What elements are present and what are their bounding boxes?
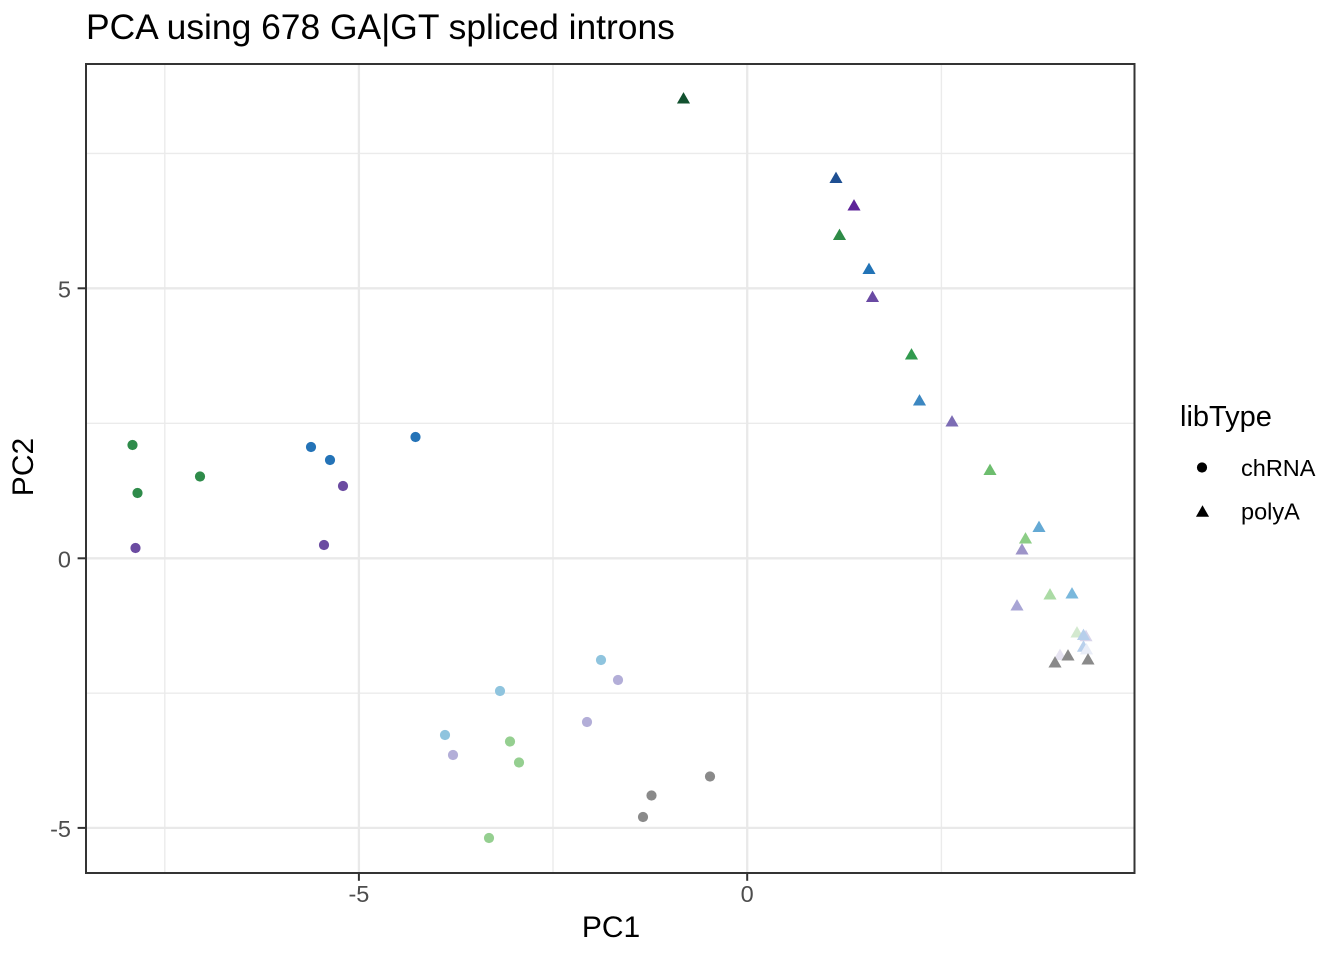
- svg-text:polyA: polyA: [1241, 499, 1300, 525]
- svg-text:chRNA: chRNA: [1241, 455, 1316, 481]
- svg-text:PC2: PC2: [7, 438, 40, 496]
- svg-text:PCA using 678 GA|GT spliced in: PCA using 678 GA|GT spliced introns: [86, 7, 675, 47]
- svg-text:0: 0: [741, 881, 754, 907]
- svg-text:-5: -5: [348, 881, 369, 907]
- svg-text:5: 5: [58, 276, 71, 302]
- svg-text:-5: -5: [50, 816, 71, 842]
- svg-text:0: 0: [58, 546, 71, 572]
- svg-text:libType: libType: [1180, 401, 1272, 433]
- svg-text:PC1: PC1: [582, 911, 640, 944]
